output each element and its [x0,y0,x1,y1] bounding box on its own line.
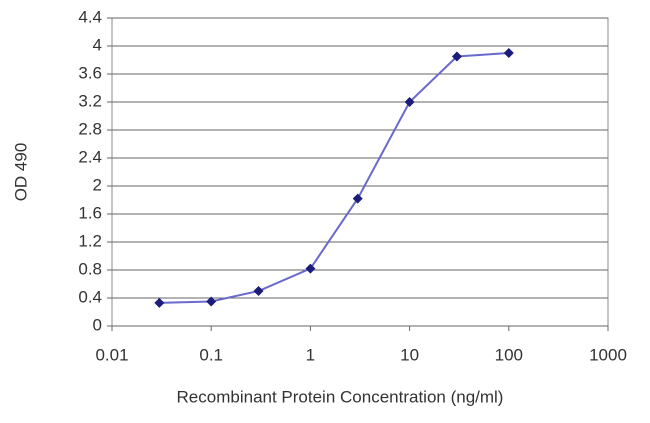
plot-area [111,17,609,327]
data-point [206,296,217,307]
x-tick-label: 0.1 [199,345,223,364]
data-point [503,48,514,58]
x-tick-label: 1 [306,345,315,364]
data-point [352,193,363,204]
y-tick-label: 2.8 [78,119,102,138]
x-tick-label: 100 [495,345,523,364]
data-point [305,263,316,274]
y-tick-label: 1.2 [78,231,102,250]
data-point [253,286,264,296]
y-tick-label: 3.6 [78,63,102,82]
data-point [404,97,415,107]
y-tick-label: 0.8 [78,259,102,278]
y-tick-label: 3.2 [78,91,102,110]
y-axis-label: OD 490 [11,143,30,202]
x-axis-label: Recombinant Protein Concentration (ng/ml… [177,387,504,406]
y-tick-label: 4.4 [78,7,102,26]
y-tick-label: 4 [93,35,102,54]
data-point [451,51,462,62]
x-tick-label: 0.01 [95,345,128,364]
data-point [154,297,165,308]
y-tick-label: 0.4 [78,287,102,306]
x-tick-label: 1000 [589,345,627,364]
y-tick-label: 2 [93,175,102,194]
x-tick-label: 10 [400,345,419,364]
y-tick-label: 0 [93,315,102,334]
y-tick-label: 2.4 [78,147,102,166]
data-line [159,52,509,304]
y-tick-label: 1.6 [78,203,102,222]
